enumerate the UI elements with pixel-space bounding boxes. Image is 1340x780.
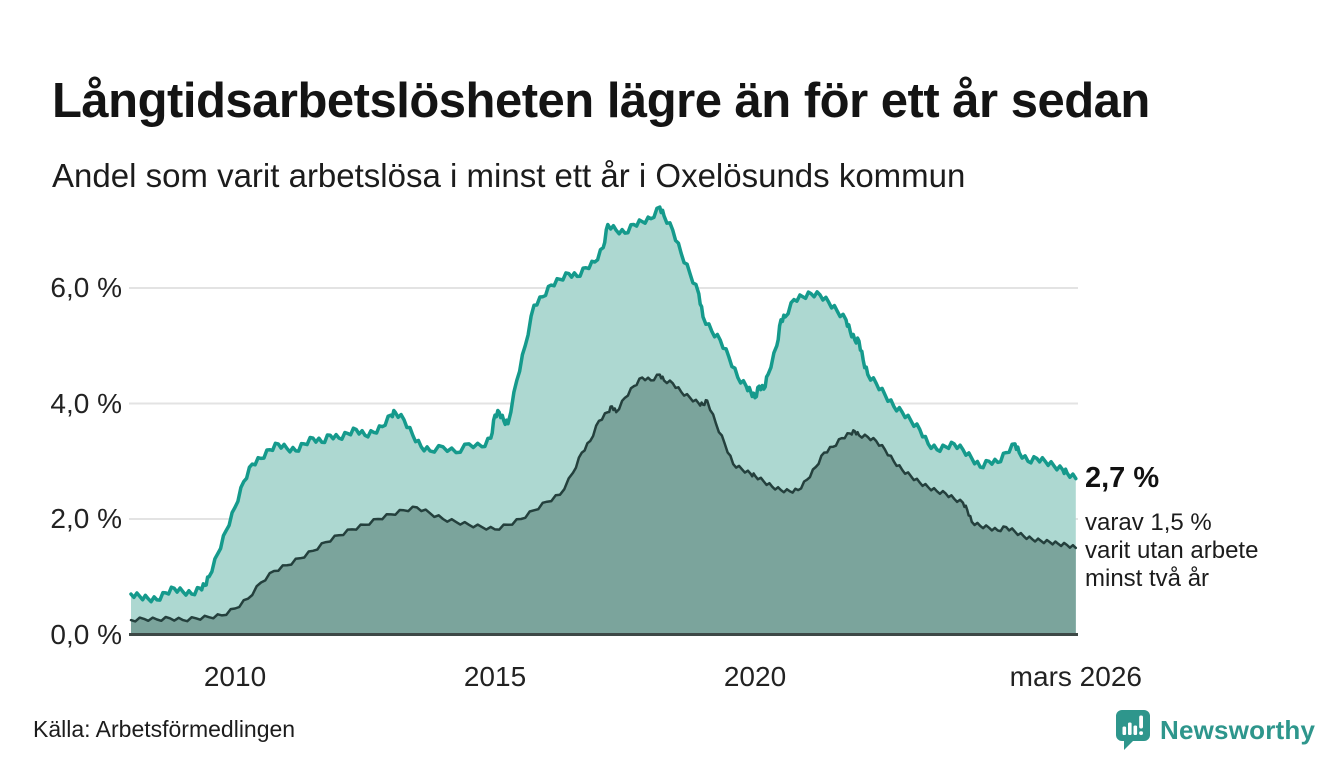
newsworthy-bubble-chart-icon [1116, 710, 1150, 750]
x-tick-label: 2015 [463, 661, 527, 692]
series-line-minst-ett-ar [129, 205, 1078, 604]
source-label: Källa: Arbetsförmedlingen [33, 716, 296, 742]
annotation-line: varav 1,5 % [1085, 509, 1212, 536]
annotation-line: varit utan arbete [1085, 537, 1259, 564]
newsworthy-wordmark: Newsworthy [1160, 714, 1316, 745]
y-tick-label: 0,0 % [50, 618, 122, 650]
page-title: Långtidsarbetslösheten lägre än för ett … [52, 73, 1150, 128]
x-tick-label: mars 2026 [1009, 661, 1142, 692]
newsworthy-logo: Newsworthy [1116, 710, 1315, 750]
page-subtitle: Andel som varit arbetslösa i minst ett å… [52, 157, 966, 194]
annotation-line: minst två år [1085, 565, 1210, 592]
x-tick-label: 2010 [203, 661, 267, 692]
latest-value-label: 2,7 % [1085, 462, 1160, 494]
secondary-annotation: varav 1,5 % varit utan arbete minst två år [1085, 509, 1258, 593]
x-tick-label: 2020 [723, 661, 787, 692]
series-line-minst-tva-ar [129, 373, 1078, 623]
y-tick-label: 6,0 % [50, 272, 122, 303]
y-tick-label: 2,0 % [50, 503, 122, 534]
y-tick-label: 4,0 % [50, 387, 122, 419]
